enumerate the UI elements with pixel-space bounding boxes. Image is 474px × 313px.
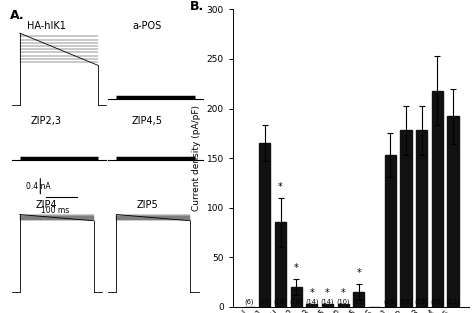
Text: (14): (14)	[305, 298, 319, 305]
Text: ZIP2,3: ZIP2,3	[31, 116, 62, 126]
Text: *: *	[341, 288, 346, 298]
Text: (15): (15)	[415, 298, 428, 305]
Text: (15): (15)	[399, 298, 413, 305]
Text: (6): (6)	[245, 298, 254, 305]
Text: (10): (10)	[337, 298, 350, 305]
Text: B.: B.	[190, 0, 204, 13]
Bar	[431, 91, 443, 307]
Text: a-POS: a-POS	[133, 21, 162, 31]
Text: *: *	[294, 263, 299, 273]
Text: A.: A.	[9, 9, 24, 23]
Text: *: *	[310, 288, 314, 298]
Text: ZIP4,5: ZIP4,5	[132, 116, 163, 126]
Text: ZIP4: ZIP4	[36, 200, 57, 210]
Text: ZIP5: ZIP5	[137, 200, 158, 210]
Text: (16): (16)	[430, 298, 444, 305]
Bar	[259, 143, 271, 307]
Text: (19): (19)	[258, 298, 272, 305]
Bar	[353, 292, 365, 307]
Bar	[384, 155, 396, 307]
Bar	[322, 304, 333, 307]
Text: (18): (18)	[273, 298, 287, 305]
Text: 0.4 nA: 0.4 nA	[26, 182, 51, 191]
Text: HA-hIK1: HA-hIK1	[27, 21, 66, 31]
Bar	[275, 223, 286, 307]
Bar	[416, 130, 427, 307]
Text: *: *	[325, 288, 330, 298]
Bar	[291, 287, 302, 307]
Bar	[400, 130, 411, 307]
Text: (13): (13)	[446, 298, 460, 305]
Text: *: *	[278, 182, 283, 192]
Bar	[447, 116, 458, 307]
Bar	[337, 304, 349, 307]
Y-axis label: Current density (pA/pF): Current density (pA/pF)	[192, 105, 201, 211]
Text: *: *	[356, 268, 361, 278]
Text: 100 ms: 100 ms	[41, 206, 69, 215]
Text: (16): (16)	[289, 298, 303, 305]
Bar	[306, 304, 318, 307]
Text: (12): (12)	[352, 298, 365, 305]
Text: (14): (14)	[321, 298, 334, 305]
Text: (16): (16)	[383, 298, 397, 305]
